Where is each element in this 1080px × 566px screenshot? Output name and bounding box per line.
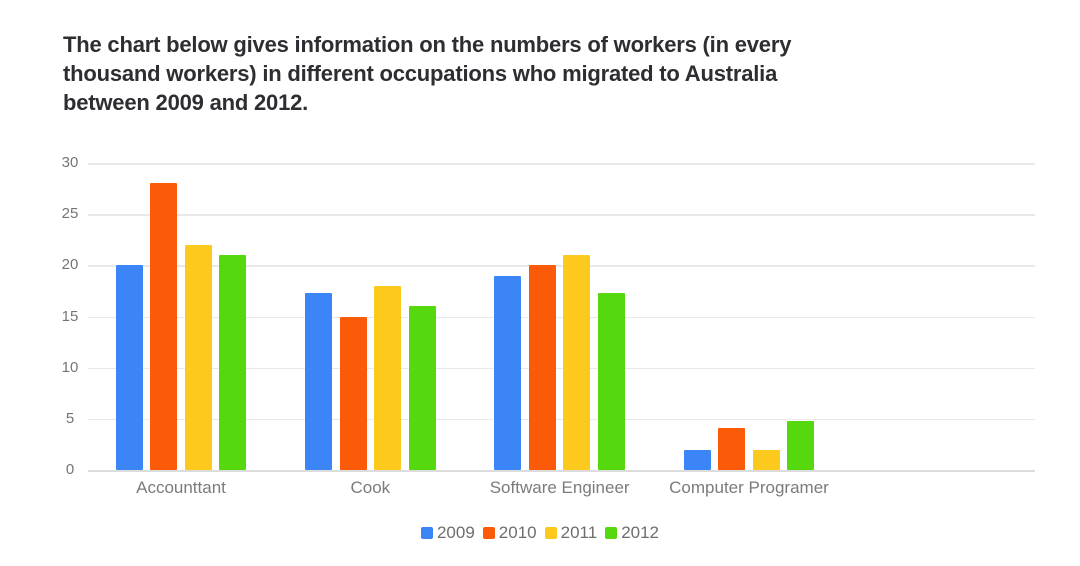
y-axis-tick-label: 25 — [61, 205, 79, 223]
y-axis-tick-label: 20 — [61, 256, 79, 274]
gridline — [88, 163, 1035, 165]
legend-label: 2011 — [560, 523, 598, 542]
bar-2012-accounttant — [219, 255, 247, 470]
bar-2011-software-engineer — [563, 255, 591, 470]
bar-2011-computer-programer — [752, 449, 780, 470]
y-axis-tick-label: 5 — [65, 409, 75, 427]
bar-2009-accounttant — [115, 265, 143, 470]
bar-2009-computer-programer — [683, 449, 711, 470]
legend-item: 2012 — [605, 523, 659, 543]
legend-item: 2009 — [420, 523, 475, 543]
chart-description-line-2: thousand workers) in different occupatio… — [63, 61, 778, 86]
chart-legend: 2009 2010 2011 2012 — [0, 523, 1080, 543]
bar-2012-cook — [408, 306, 436, 470]
y-axis-tick-label: 10 — [61, 358, 79, 376]
bar-2010-software-engineer — [528, 265, 556, 470]
x-axis-category-label: Software Engineer — [489, 478, 630, 497]
chart-description-line-1: The chart below gives information on the… — [63, 32, 792, 57]
gridline — [88, 316, 1035, 318]
gridline — [88, 470, 1035, 472]
chart-description-line-3: between 2009 and 2012. — [63, 90, 309, 115]
bar-2009-cook — [305, 292, 333, 470]
legend-swatch-2012 — [605, 527, 618, 539]
bar-2011-cook — [374, 285, 402, 470]
legend-label: 2010 — [498, 523, 537, 542]
bar-2010-accounttant — [150, 183, 178, 470]
legend-item: 2011 — [544, 523, 598, 543]
x-axis-category-label: Accounttant — [136, 478, 226, 497]
gridline — [88, 367, 1035, 370]
legend-swatch-2011 — [544, 527, 557, 539]
gridline — [88, 214, 1035, 216]
bar-2012-software-engineer — [597, 292, 625, 470]
gridline — [88, 265, 1035, 267]
gridline — [88, 418, 1035, 421]
bar-2009-software-engineer — [494, 275, 522, 470]
x-axis-category-label: Computer Programer — [669, 478, 829, 497]
legend-item: 2010 — [482, 523, 537, 543]
y-axis-tick-label: 0 — [65, 461, 75, 478]
y-axis-tick-label: 30 — [61, 154, 79, 171]
legend-label: 2012 — [621, 523, 660, 542]
x-axis-category-label: Cook — [350, 478, 391, 497]
chart-description: The chart below gives information on the… — [63, 30, 1003, 117]
y-axis-tick-label: 15 — [61, 307, 79, 325]
bar-2010-cook — [339, 316, 367, 470]
legend-label: 2009 — [436, 523, 475, 542]
bar-2012-computer-programer — [787, 420, 815, 470]
bar-2011-accounttant — [184, 244, 212, 470]
bar-2010-computer-programer — [718, 428, 746, 470]
legend-swatch-2010 — [482, 527, 495, 539]
legend-swatch-2009 — [420, 527, 433, 539]
